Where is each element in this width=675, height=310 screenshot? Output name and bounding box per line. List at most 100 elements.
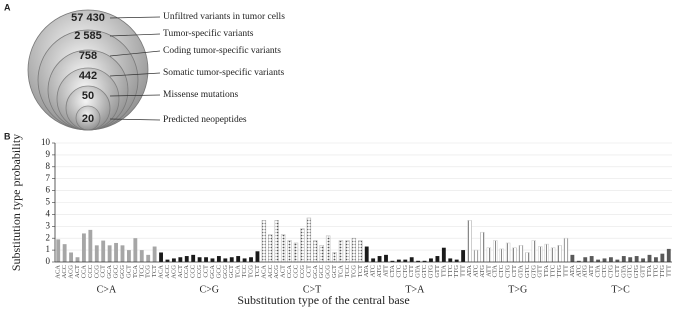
bar [557,245,562,263]
bar [268,234,273,263]
stage-label: Unfiltred variants in tumor cells [163,11,285,22]
x-tick-label: GTA [517,265,524,278]
group-label: T>C [611,284,630,295]
x-tick-label: TTA [543,265,550,277]
bar [480,231,485,263]
stage-label: Somatic tumor-specific variants [163,67,284,78]
x-tick-label: CTG [402,265,409,278]
x-tick-label: TTG [556,265,563,278]
bar [364,246,369,262]
bar [204,257,208,262]
bar [563,237,569,263]
bar [377,256,382,262]
group-label: T>A [405,284,425,295]
group-label: T>G [508,284,527,295]
bar [69,252,73,262]
bar [249,257,253,262]
bar [435,256,440,262]
x-tick-label: TCC [344,265,351,278]
bar [88,229,93,262]
y-tick-label: 2 [46,232,51,242]
x-tick-label: ATC [370,265,377,277]
bar [544,243,549,263]
bar [191,254,196,262]
bar [454,259,459,262]
bar [570,254,575,262]
leader-line [109,118,161,121]
bar [274,220,279,263]
x-tick-label: TTC [447,265,454,277]
bar [229,257,234,262]
bar [210,258,215,262]
bar [120,245,125,262]
leader-line [109,33,161,37]
x-tick-label: TCA [235,265,242,278]
bar [306,217,312,263]
x-tick-label: CTG [505,265,512,278]
bar [197,257,202,262]
x-tick-label: CCG [196,265,203,279]
x-tick-label: ATT [485,265,492,277]
count-label: 57 430 [71,12,105,24]
bar [242,258,247,262]
x-tick-label: GTT [434,265,441,278]
x-tick-label: GCT [331,265,338,278]
bar [518,245,524,263]
y-axis-title: Substitution type probability [9,134,23,271]
bar [550,247,556,263]
bar [371,258,376,262]
bar [345,240,350,263]
y-tick-label: 3 [46,220,51,230]
bar [441,247,446,262]
x-tick-label: CCT [203,265,210,278]
bar [505,242,511,263]
bar [338,240,344,263]
x-tick-label: GTG [427,265,434,279]
bar [300,228,305,263]
x-tick-label: ACG [68,265,75,279]
bar [486,247,492,263]
bar [416,260,421,262]
x-tick-label: CCA [80,265,87,279]
bar [467,220,472,263]
x-tick-label: ATA [363,265,370,277]
bar [531,240,537,263]
bar [139,250,144,262]
bar [146,254,151,262]
x-tick-label: TCT [254,265,261,277]
bar [499,248,504,263]
x-tick-label: TTG [453,265,460,278]
stage-label: Tumor-specific variants [163,28,254,39]
x-tick-label: GTA [415,265,422,278]
bar [615,259,620,262]
leader-line [109,94,161,97]
bar [94,245,99,262]
bar [236,256,241,262]
bar [448,258,453,262]
x-tick-label: CTC [498,265,505,278]
bar [647,254,652,262]
x-tick-label: GTG [530,265,537,279]
bar [75,257,80,262]
y-tick-label: 9 [46,149,51,159]
bar [287,240,292,263]
x-tick-label: TTC [550,265,557,277]
x-tick-label: TTG [659,265,666,278]
bar [107,245,112,262]
stage-label: Missense mutations [163,90,239,100]
stage-label: Coding tumor-specific variants [163,45,281,56]
x-tick-label: ACG [170,265,177,279]
bar [576,260,581,262]
y-tick-label: 5 [46,197,51,207]
bar [81,233,86,262]
y-tick-label: 6 [46,185,51,195]
bar [62,244,67,262]
leader-line [109,50,161,57]
x-tick-label: CCT [100,265,107,278]
x-tick-label: ACG [273,265,280,279]
bar [152,246,157,262]
x-tick-label: CCC [293,265,300,278]
bar [114,242,118,262]
x-tick-label: CTA [492,265,499,278]
panel-label: A [4,2,11,12]
